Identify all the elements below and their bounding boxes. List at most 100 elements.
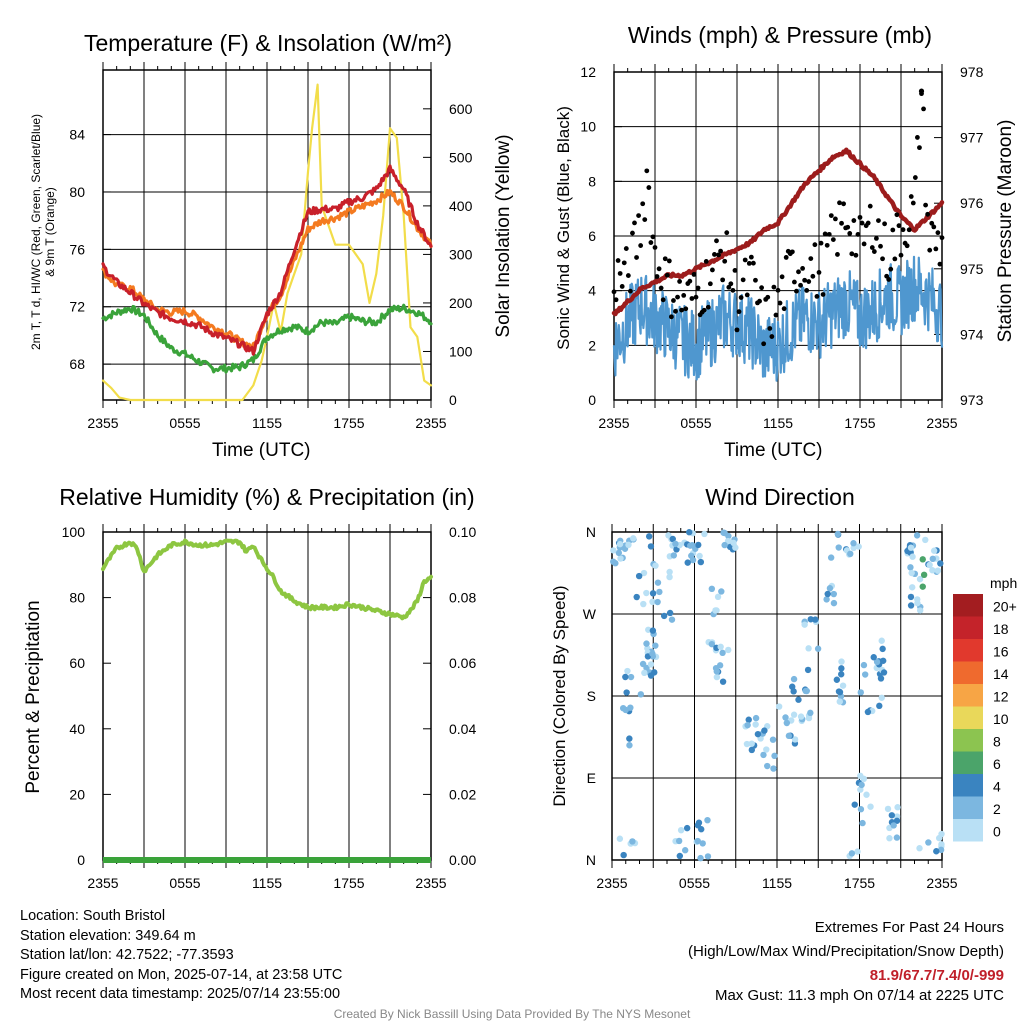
gust-point bbox=[728, 281, 734, 287]
direction-point bbox=[649, 598, 656, 606]
direction-point bbox=[860, 661, 868, 669]
direction-point bbox=[929, 555, 936, 563]
gust-point bbox=[869, 245, 875, 250]
temp-xtick-label: 2355 bbox=[87, 415, 118, 431]
gust-point bbox=[679, 307, 685, 313]
gust-point bbox=[798, 282, 803, 288]
direction-point bbox=[668, 616, 676, 623]
rh-xtick-label: 1155 bbox=[252, 875, 282, 891]
gust-point bbox=[677, 279, 682, 284]
temp-ytick-right-label: 300 bbox=[449, 246, 473, 262]
gust-point bbox=[771, 284, 777, 290]
gust-point bbox=[636, 213, 641, 219]
direction-point bbox=[647, 543, 655, 550]
gust-point bbox=[748, 254, 754, 260]
direction-point bbox=[623, 689, 630, 696]
direction-point bbox=[877, 675, 885, 682]
gust-point bbox=[644, 168, 650, 174]
gust-point bbox=[669, 314, 674, 320]
t2m-line bbox=[101, 164, 433, 356]
direction-point bbox=[797, 713, 805, 720]
dir-ytick-label: S bbox=[587, 688, 596, 704]
gust-point bbox=[761, 341, 767, 347]
direction-point bbox=[835, 544, 842, 551]
direction-point bbox=[752, 714, 760, 722]
direction-point bbox=[919, 556, 926, 563]
dewpoint-line bbox=[101, 303, 433, 374]
gust-point bbox=[781, 306, 787, 312]
info-latlon: Station lat/lon: 42.7522; -77.3593 bbox=[20, 947, 234, 963]
gust-point bbox=[900, 227, 906, 233]
direction-point bbox=[687, 542, 694, 549]
direction-point bbox=[626, 742, 633, 749]
wind-ytick-right-label: 977 bbox=[960, 130, 984, 146]
direction-point bbox=[620, 851, 627, 859]
direction-point bbox=[807, 709, 814, 717]
gust-point bbox=[777, 300, 783, 306]
direction-point bbox=[890, 822, 897, 829]
direction-point bbox=[615, 549, 623, 557]
gust-point bbox=[849, 251, 855, 257]
direction-point bbox=[926, 561, 933, 569]
gust-point bbox=[792, 279, 797, 285]
direction-point bbox=[802, 687, 809, 695]
rh-xtick-label: 2355 bbox=[87, 875, 118, 891]
gust-point bbox=[673, 308, 678, 314]
direction-point bbox=[701, 530, 708, 538]
gust-point bbox=[656, 266, 662, 272]
gust-point bbox=[646, 185, 652, 190]
gust-point bbox=[888, 266, 894, 272]
direction-point bbox=[838, 658, 845, 665]
direction-point bbox=[804, 666, 812, 674]
direction-point bbox=[894, 804, 901, 811]
direction-point bbox=[873, 658, 881, 666]
dir-xtick-label: 2355 bbox=[596, 875, 627, 891]
gust-point bbox=[851, 218, 857, 223]
wind-ytick-right-label: 974 bbox=[960, 326, 984, 342]
gust-point bbox=[671, 298, 676, 303]
colorbar-swatch bbox=[953, 684, 983, 707]
gust-point bbox=[687, 278, 693, 284]
temp-xtick-label: 0555 bbox=[169, 415, 200, 431]
direction-point bbox=[920, 571, 928, 579]
direction-point bbox=[725, 646, 732, 654]
direction-point bbox=[937, 560, 944, 567]
direction-point bbox=[859, 819, 866, 827]
direction-point bbox=[714, 593, 722, 601]
temp-ytick-label: 68 bbox=[69, 356, 85, 372]
gust-point bbox=[886, 277, 892, 282]
colorbar-swatch bbox=[953, 661, 983, 684]
direction-point bbox=[625, 541, 632, 549]
direction-point bbox=[884, 805, 892, 813]
direction-point bbox=[938, 841, 945, 848]
direction-point bbox=[649, 650, 656, 657]
info-created: Figure created on Mon, 2025-07-14, at 23… bbox=[20, 966, 343, 983]
direction-point bbox=[641, 669, 648, 677]
wind-ytick-label: 0 bbox=[588, 392, 596, 408]
gust-point bbox=[929, 220, 935, 226]
direction-point bbox=[907, 602, 915, 609]
direction-point bbox=[790, 711, 798, 718]
temp-ytick-right-label: 100 bbox=[449, 343, 473, 359]
gust-point bbox=[718, 248, 723, 254]
gust-point bbox=[648, 240, 654, 245]
gust-point bbox=[896, 223, 902, 229]
direction-point bbox=[907, 593, 915, 601]
colorbar-label: 20+ bbox=[993, 598, 1017, 614]
gust-point bbox=[693, 294, 699, 300]
direction-point bbox=[857, 689, 864, 696]
rh-ytick-label: 60 bbox=[69, 655, 85, 671]
gust-point bbox=[683, 306, 689, 312]
wind-xtick-label: 2355 bbox=[926, 415, 957, 431]
direction-point bbox=[681, 847, 689, 854]
direction-point bbox=[744, 721, 751, 729]
gust-point bbox=[767, 326, 773, 331]
station-info: Location: South Bristol Station elevatio… bbox=[20, 907, 342, 1005]
wind-xtick-label: 1755 bbox=[844, 415, 875, 431]
direction-point bbox=[893, 834, 901, 841]
gust-point bbox=[812, 242, 818, 248]
direction-point bbox=[643, 589, 650, 597]
direction-point bbox=[879, 645, 886, 653]
dir-xtick-label: 0555 bbox=[679, 875, 710, 891]
